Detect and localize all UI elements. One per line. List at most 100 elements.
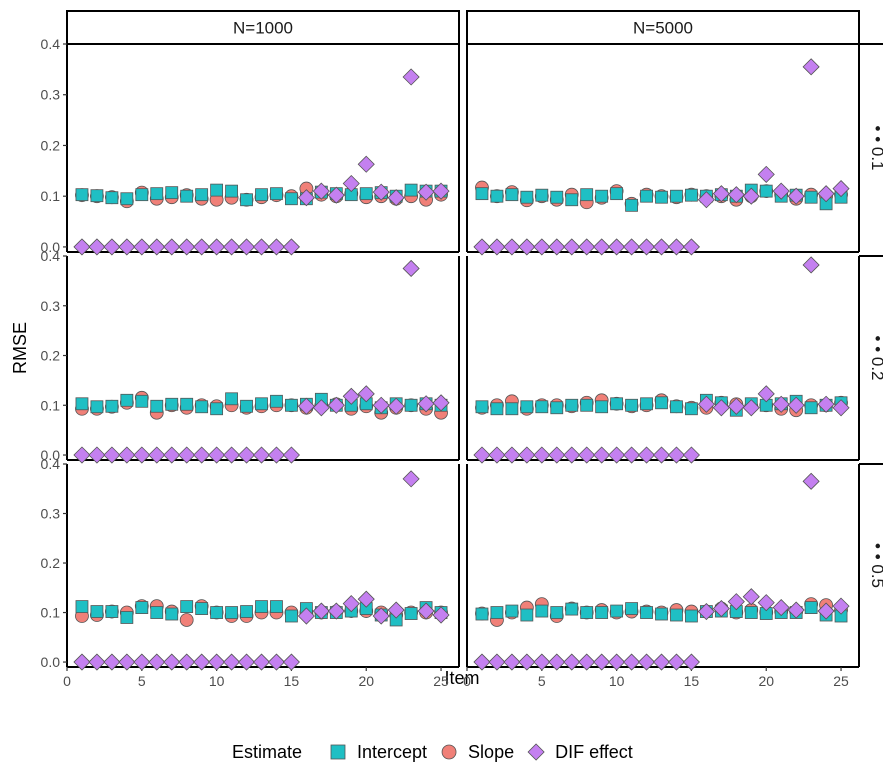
- point-dif-effect: [727, 397, 745, 415]
- point-dif-effect: [488, 446, 506, 464]
- point-intercept: [520, 190, 534, 204]
- y-tick-label: 0.4: [41, 456, 61, 472]
- point-dif-effect: [667, 653, 686, 671]
- point-dif-effect: [488, 653, 506, 671]
- point-intercept: [105, 191, 119, 205]
- point-dif-effect: [252, 653, 271, 671]
- point-intercept: [135, 601, 149, 614]
- point-intercept: [135, 394, 149, 408]
- point-dif-effect: [548, 238, 566, 256]
- point-intercept: [180, 600, 194, 613]
- point-dif-effect: [267, 446, 286, 464]
- point-intercept: [804, 401, 818, 415]
- point-intercept: [359, 187, 373, 201]
- panel-r0-c1: [466, 44, 860, 256]
- point-intercept: [285, 192, 298, 206]
- point-intercept: [404, 183, 418, 197]
- point-intercept: [550, 606, 564, 619]
- point-intercept: [670, 400, 683, 414]
- y-tick-label: 0.2: [41, 137, 61, 153]
- point-dif-effect: [652, 446, 671, 464]
- point-dif-effect: [312, 399, 330, 417]
- point-dif-effect: [757, 594, 775, 612]
- point-dif-effect: [88, 238, 106, 256]
- point-intercept: [270, 600, 283, 613]
- point-intercept: [580, 398, 594, 412]
- y-tick-label: 0.4: [41, 36, 61, 52]
- point-intercept: [165, 607, 179, 621]
- point-dif-effect: [548, 446, 566, 464]
- point-dif-effect: [578, 446, 596, 464]
- point-dif-effect: [533, 238, 551, 256]
- point-dif-effect: [652, 653, 671, 671]
- x-tick-label: 25: [833, 673, 849, 689]
- point-dif-effect: [432, 182, 450, 200]
- point-dif-effect: [832, 399, 850, 417]
- point-dif-effect: [563, 446, 581, 464]
- panel-r1-c1: [466, 256, 860, 464]
- point-intercept: [225, 392, 238, 406]
- point-dif-effect: [503, 446, 521, 464]
- point-intercept: [90, 605, 104, 618]
- y-tick-label: 0.2: [41, 555, 61, 571]
- point-dif-effect: [208, 238, 226, 256]
- x-tick-label: 20: [358, 673, 374, 689]
- point-dif-effect: [757, 385, 775, 403]
- point-dif-effect: [387, 189, 405, 207]
- point-dif-effect: [342, 174, 360, 193]
- point-dif-effect: [518, 238, 536, 256]
- point-dif-effect: [697, 191, 715, 209]
- point-dif-effect: [432, 606, 450, 624]
- point-intercept: [580, 188, 594, 202]
- point-dif-effect: [402, 470, 420, 488]
- point-dif-effect: [712, 600, 730, 618]
- legend-label: Slope: [468, 742, 514, 762]
- legend: Estimate Intercept Slope DIF effect: [232, 742, 633, 762]
- point-intercept: [120, 611, 134, 624]
- point-intercept: [490, 606, 504, 619]
- x-tick-label: 20: [758, 673, 774, 689]
- point-dif-effect: [178, 238, 196, 256]
- point-intercept: [610, 604, 624, 618]
- col-strip-label: N=5000: [633, 19, 693, 38]
- point-dif-effect: [417, 395, 435, 413]
- point-dif-effect: [503, 238, 521, 256]
- point-dif-effect: [163, 238, 181, 256]
- point-slope: [179, 613, 194, 627]
- point-intercept: [475, 187, 489, 201]
- point-intercept: [505, 604, 519, 618]
- point-dif-effect: [712, 185, 730, 203]
- point-intercept: [105, 605, 119, 618]
- point-intercept: [565, 193, 579, 207]
- point-intercept: [225, 184, 238, 198]
- point-dif-effect: [327, 396, 345, 414]
- point-dif-effect: [342, 387, 360, 405]
- point-intercept: [520, 608, 534, 622]
- point-dif-effect: [593, 446, 611, 464]
- point-dif-effect: [73, 653, 91, 671]
- x-tick-label: 5: [538, 673, 546, 689]
- point-dif-effect: [148, 653, 166, 671]
- point-intercept: [255, 188, 268, 202]
- point-dif-effect: [223, 446, 241, 464]
- point-intercept: [625, 398, 638, 412]
- point-dif-effect: [473, 653, 491, 671]
- point-dif-effect: [757, 165, 775, 183]
- point-dif-effect: [357, 590, 375, 608]
- point-dif-effect: [208, 653, 226, 671]
- point-dif-effect: [297, 189, 315, 207]
- point-dif-effect: [473, 446, 491, 464]
- y-tick-label: 0.3: [41, 298, 61, 314]
- point-dif-effect: [357, 155, 375, 173]
- point-dif-effect: [297, 397, 315, 415]
- y-tick-label: 0.2: [41, 348, 61, 364]
- point-intercept: [210, 606, 224, 619]
- point-dif-effect: [297, 607, 315, 625]
- point-dif-effect: [103, 238, 121, 256]
- point-intercept: [180, 189, 194, 203]
- col-strip-0: [66, 10, 460, 45]
- panel-r2-c0: 0.0 0.1 0.2 0.3 0.4 0 5 10 15 20 25: [41, 456, 460, 689]
- point-dif-effect: [327, 186, 345, 204]
- y-axis-title: RMSE: [10, 322, 30, 374]
- point-dif-effect: [133, 238, 151, 256]
